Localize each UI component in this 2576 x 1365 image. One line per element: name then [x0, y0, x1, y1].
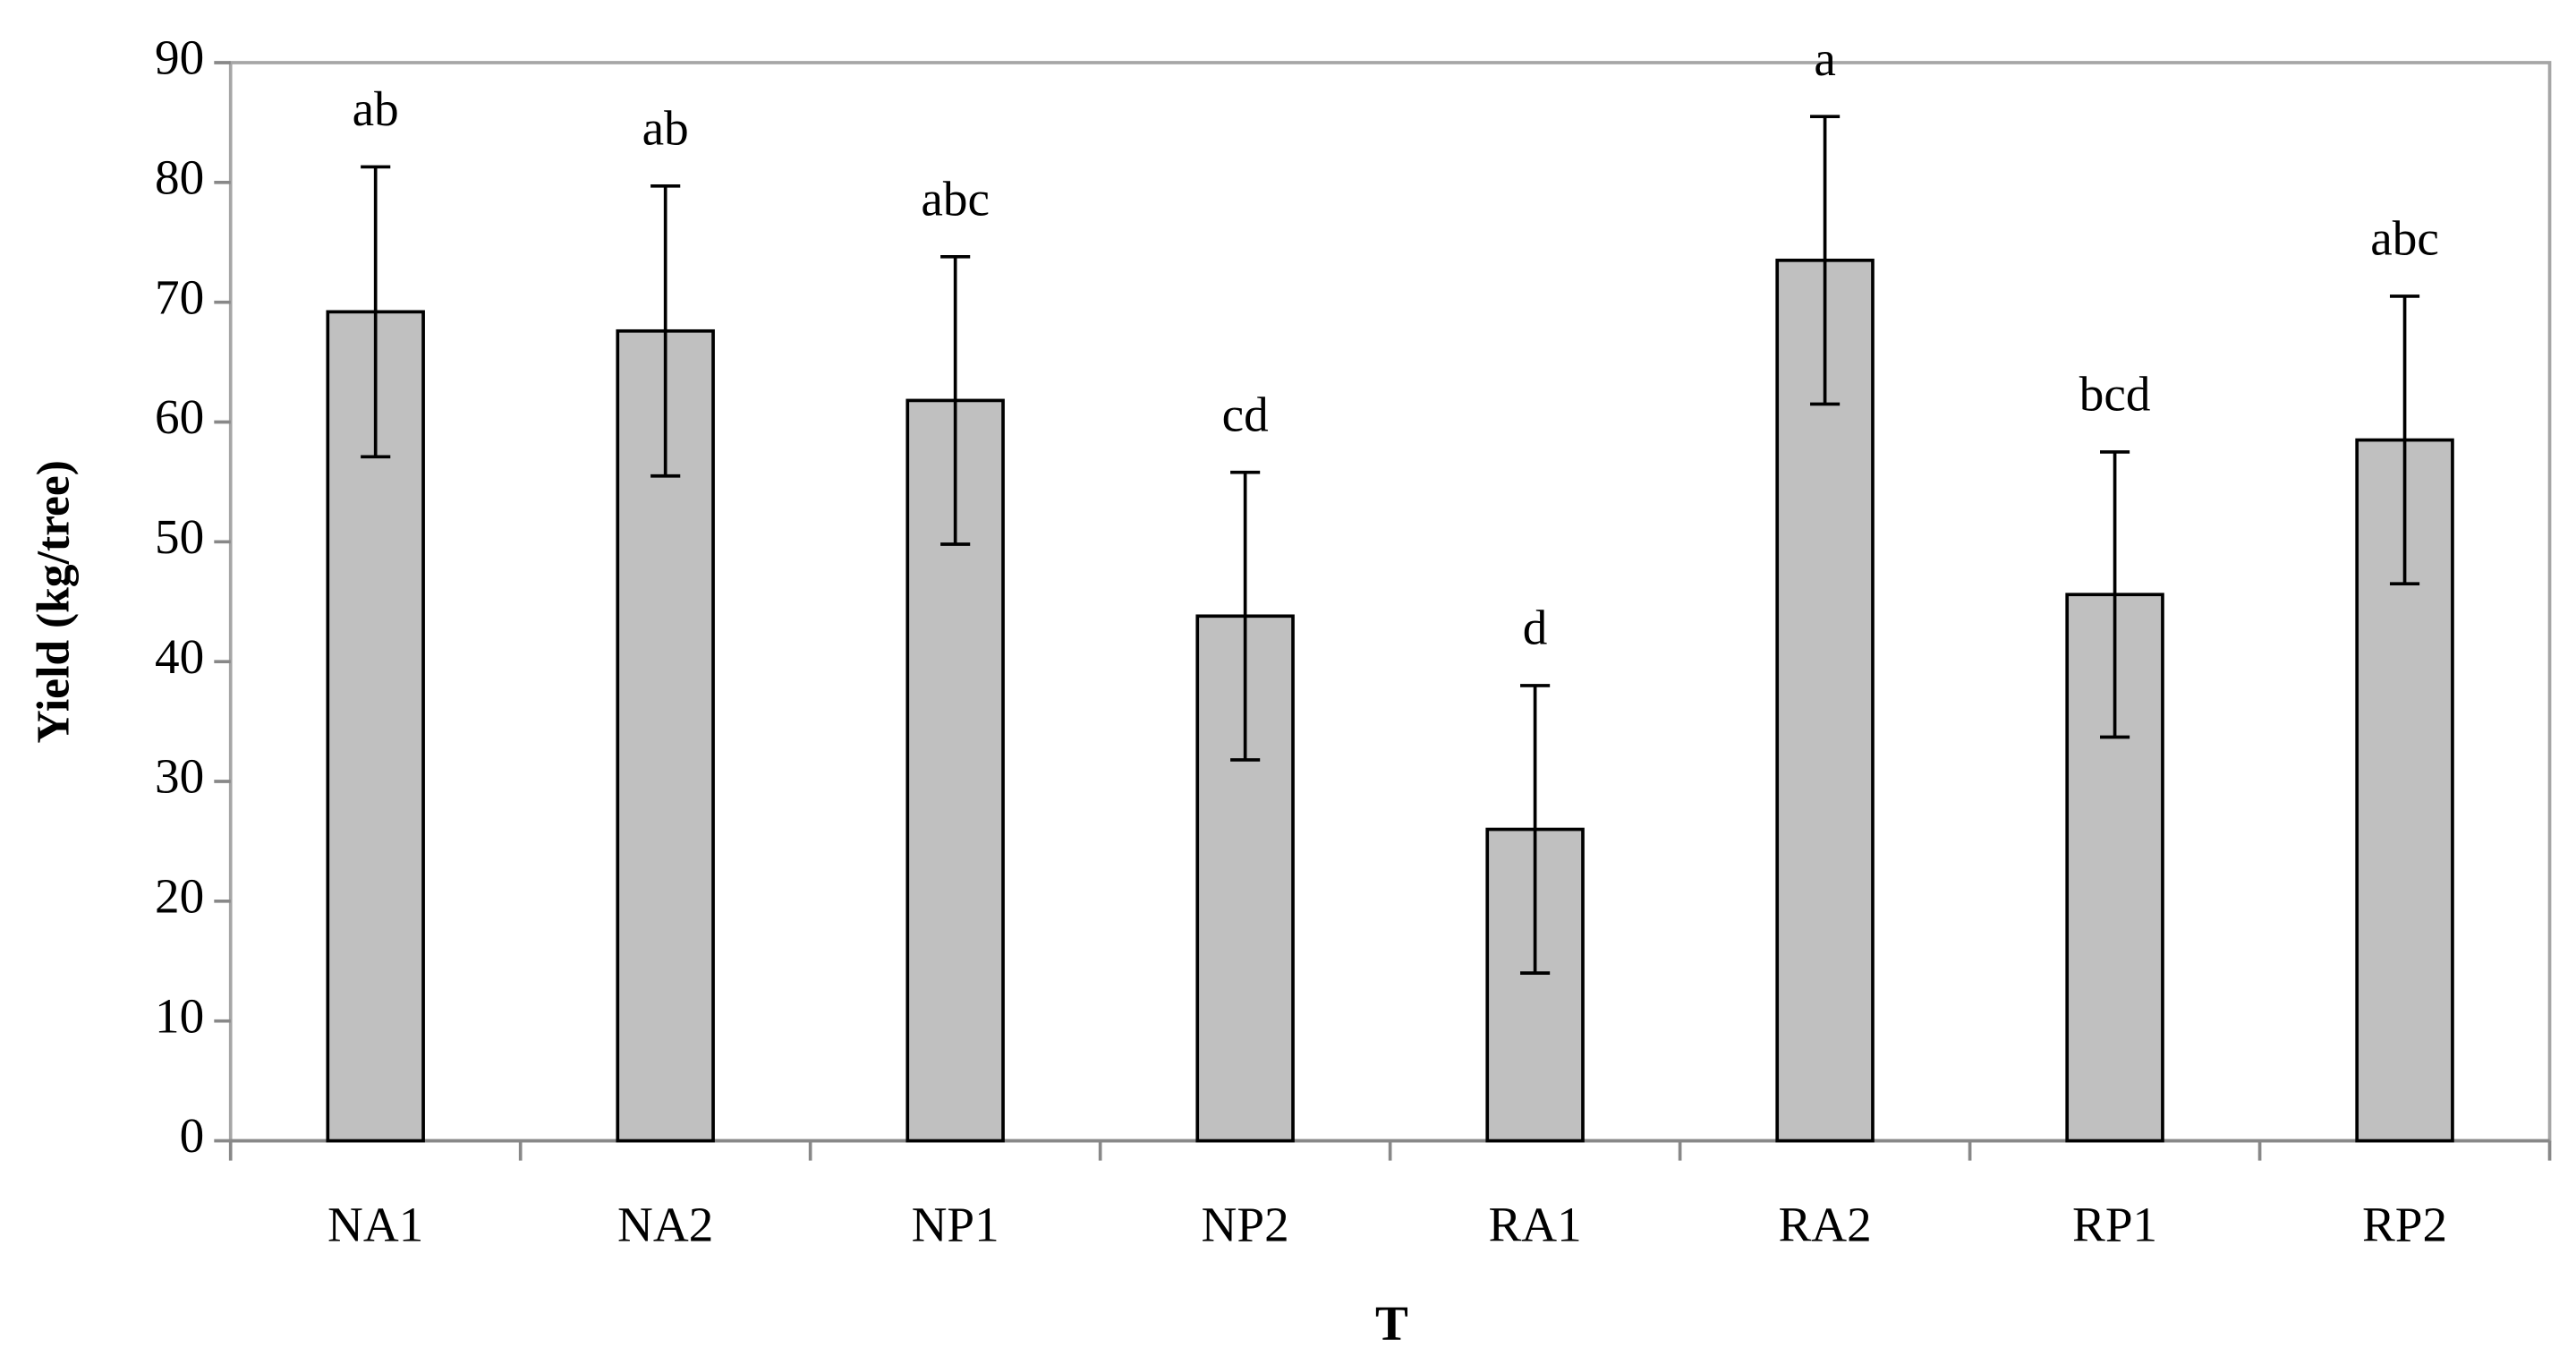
x-tick-label: NA2: [617, 1198, 713, 1252]
significance-letter: cd: [1222, 387, 1269, 441]
x-tick-label: NP2: [1202, 1198, 1289, 1252]
x-tick-label: RA1: [1488, 1198, 1581, 1252]
y-axis-label: Yield (kg/tree): [28, 460, 79, 743]
x-tick-label: NA1: [327, 1198, 423, 1252]
y-tick-label: 50: [155, 509, 204, 564]
y-tick-label: 20: [155, 869, 204, 924]
error-bar: [2100, 450, 2130, 739]
x-tick-label: RP2: [2362, 1198, 2447, 1252]
y-tick-label: 40: [155, 629, 204, 684]
x-tick-label: NP1: [912, 1198, 999, 1252]
significance-letter: ab: [642, 101, 689, 156]
bar: [905, 398, 1005, 1143]
error-bar: [1230, 470, 1261, 762]
y-tick-label: 10: [155, 988, 204, 1043]
plot-frame: [228, 61, 2552, 1143]
bar: [1775, 258, 1875, 1143]
y-tick-label: 90: [155, 30, 204, 85]
significance-letter: d: [1523, 601, 1548, 655]
y-tick-label: 80: [155, 149, 204, 204]
significance-letter: bcd: [2079, 367, 2151, 422]
x-tick-label: RA2: [1778, 1198, 1871, 1252]
error-bar: [1810, 115, 1841, 406]
y-tick-label: 60: [155, 389, 204, 444]
significance-letter: abc: [921, 172, 990, 226]
x-axis-label: T: [1375, 1296, 1408, 1351]
error-bar: [2389, 294, 2420, 586]
y-tick-label: 30: [155, 749, 204, 804]
error-bar: [650, 183, 681, 478]
significance-letter: a: [1814, 31, 1836, 86]
error-bar: [1520, 684, 1551, 975]
x-tick-label: RP1: [2072, 1198, 2157, 1252]
error-bar: [361, 165, 391, 459]
significance-letter: abc: [2370, 211, 2439, 266]
y-tick-label: 0: [180, 1108, 205, 1163]
significance-letter: ab: [353, 81, 399, 136]
error-bar: [940, 254, 971, 546]
y-tick-label: 70: [155, 269, 204, 324]
